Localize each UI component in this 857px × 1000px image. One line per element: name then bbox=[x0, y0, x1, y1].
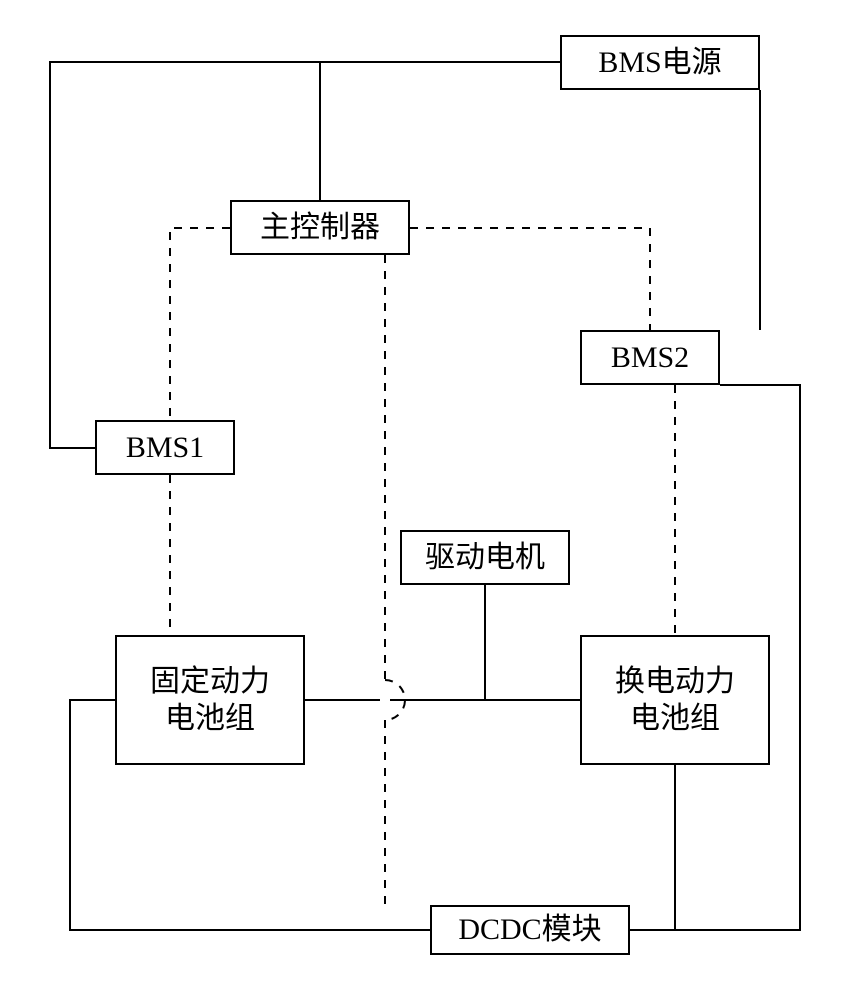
node-label: DCDC模块 bbox=[458, 911, 601, 949]
node-label: BMS1 bbox=[126, 429, 204, 467]
edges-layer bbox=[0, 0, 857, 1000]
node-bms1: BMS1 bbox=[95, 420, 235, 475]
node-label: 换电动力 电池组 bbox=[615, 663, 735, 738]
node-label: 固定动力 电池组 bbox=[150, 663, 270, 738]
node-label: 主控制器 bbox=[260, 209, 380, 247]
node-swap_pack: 换电动力 电池组 bbox=[580, 635, 770, 765]
node-label: BMS2 bbox=[611, 339, 689, 377]
diagram-canvas: BMS电源主控制器 BMS2 BMS1 驱动电机固定动力 电池组 换电动力 电池组 DCD… bbox=[0, 0, 857, 1000]
node-bms2: BMS2 bbox=[580, 330, 720, 385]
node-dcdc: DCDC模块 bbox=[430, 905, 630, 955]
node-fixed_pack: 固定动力 电池组 bbox=[115, 635, 305, 765]
node-label: 驱动电机 bbox=[425, 539, 545, 577]
node-main_ctrl: 主控制器 bbox=[230, 200, 410, 255]
node-drive_motor: 驱动电机 bbox=[400, 530, 570, 585]
node-label: BMS电源 bbox=[598, 44, 721, 82]
node-bms_power: BMS电源 bbox=[560, 35, 760, 90]
